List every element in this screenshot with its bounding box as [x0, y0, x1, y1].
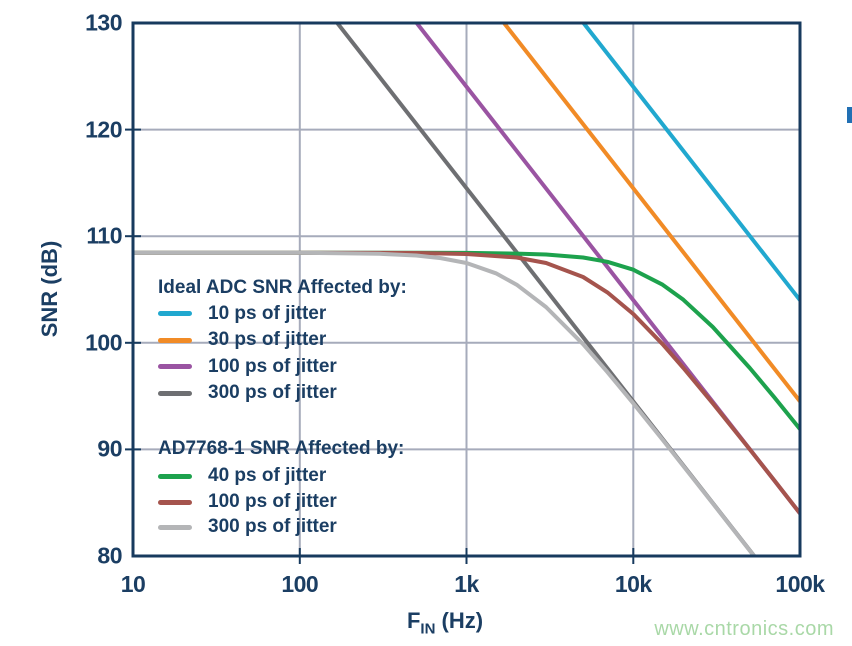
x-tick-label: 100k: [775, 571, 825, 597]
legend-item-label: 100 ps of jitter: [208, 355, 337, 377]
legend-item-label: 300 ps of jitter: [208, 382, 337, 403]
legend-item-label: 40 ps of jitter: [208, 465, 327, 486]
legend-swatch-green: [158, 473, 192, 479]
legend-item-label: 100 ps of jitter: [208, 491, 337, 512]
legend-item: 100 ps of jitter: [158, 356, 337, 378]
y-axis-title: SNR (dB): [37, 240, 62, 338]
y-tick-label: 100: [85, 329, 122, 356]
legend-item: 30 ps of jitter: [158, 329, 326, 351]
legend-item: 300 ps of jitter: [158, 382, 337, 404]
legend-item: 100 ps of jitter: [158, 491, 337, 513]
x-axis-title-base: F: [406, 608, 421, 633]
legend-swatch-purple: [158, 364, 192, 369]
legend-item: 300 ps of jitter: [158, 516, 337, 538]
blue-edge-artifact: [847, 107, 852, 123]
x-tick-label: 10k: [614, 571, 652, 597]
x-tick-label: 1k: [454, 571, 479, 597]
legend-group-header-ideal: Ideal ADC SNR Affected by:: [158, 277, 407, 298]
legend-swatch-dark-gray: [158, 390, 192, 396]
y-tick-label: 120: [85, 116, 122, 143]
legend-item-label: 300 ps of jitter: [208, 516, 337, 537]
legend-item: 40 ps of jitter: [158, 465, 326, 487]
y-tick-label: 80: [97, 542, 122, 569]
legend-group-header-ad7768: AD7768-1 SNR Affected by:: [158, 438, 405, 459]
x-axis-title-sub: IN: [420, 620, 436, 638]
plot-border: [131, 21, 802, 558]
y-tick-label: 90: [97, 435, 122, 462]
series-line: [132, 250, 756, 558]
x-axis-title-rest: (Hz): [435, 608, 484, 633]
legend-swatch-light-gray: [158, 524, 192, 530]
legend-item-label: 30 ps of jitter: [208, 329, 327, 350]
legend-swatch-cyan: [158, 311, 192, 316]
legend-swatch-brick-red: [158, 499, 192, 505]
legend-swatch-orange: [158, 337, 192, 343]
series-line: [581, 21, 802, 302]
y-tick-label: 130: [85, 9, 122, 36]
series-line: [133, 250, 802, 515]
series-line: [502, 21, 802, 403]
legend-item-label: 10 ps of jitter: [208, 302, 327, 324]
x-tick-label: 10: [120, 571, 146, 597]
y-tick-label: 110: [86, 222, 122, 249]
x-axis-title: FIN (Hz): [407, 608, 483, 637]
x-tick-label: 100: [281, 571, 319, 597]
watermark-url: www.cntronics.com: [654, 618, 834, 640]
legend-item: 10 ps of jitter: [158, 303, 326, 325]
